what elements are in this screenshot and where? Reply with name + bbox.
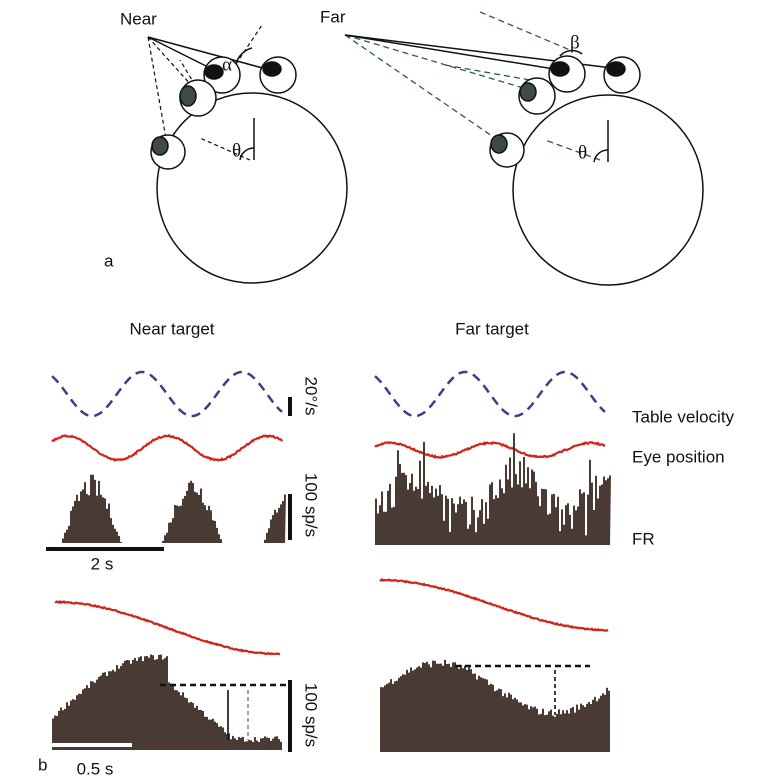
near-title: Near target <box>129 319 214 338</box>
near-eyes <box>150 56 297 170</box>
scale-label: 0.5 s <box>77 759 114 777</box>
legend-label: FR <box>632 529 655 548</box>
alpha: α <box>222 54 232 75</box>
firing-rate <box>52 474 286 543</box>
theta-far: θ <box>578 142 587 163</box>
far-title: Far target <box>455 319 529 338</box>
eye-position <box>54 599 281 656</box>
firing-rate <box>52 654 282 750</box>
near-label: Near <box>120 9 157 28</box>
far-label: Far <box>320 7 346 26</box>
eye-position <box>374 441 606 459</box>
legend-label: Eye position <box>632 447 725 466</box>
firing-rate <box>375 433 611 545</box>
panel-label: a <box>104 251 114 270</box>
eye-position <box>379 578 609 632</box>
far-eyes <box>489 55 641 168</box>
theta-near: θ <box>232 140 241 161</box>
scale-label: 100 sp/s <box>302 473 321 537</box>
scale-bars <box>46 397 292 752</box>
scale-label: 20°/s <box>302 377 321 416</box>
scale-label: 2 s <box>91 554 114 573</box>
eye-position <box>51 433 283 462</box>
head <box>512 94 704 286</box>
beta: β <box>570 32 580 53</box>
table-velocity <box>51 370 283 418</box>
traces <box>51 370 611 752</box>
scale-label: 100 sp/s <box>302 683 321 747</box>
table-velocity <box>374 370 606 418</box>
head <box>156 92 348 284</box>
legend-label: Table velocity <box>632 407 735 426</box>
firing-rate <box>380 659 610 752</box>
panel-label: b <box>38 755 47 774</box>
